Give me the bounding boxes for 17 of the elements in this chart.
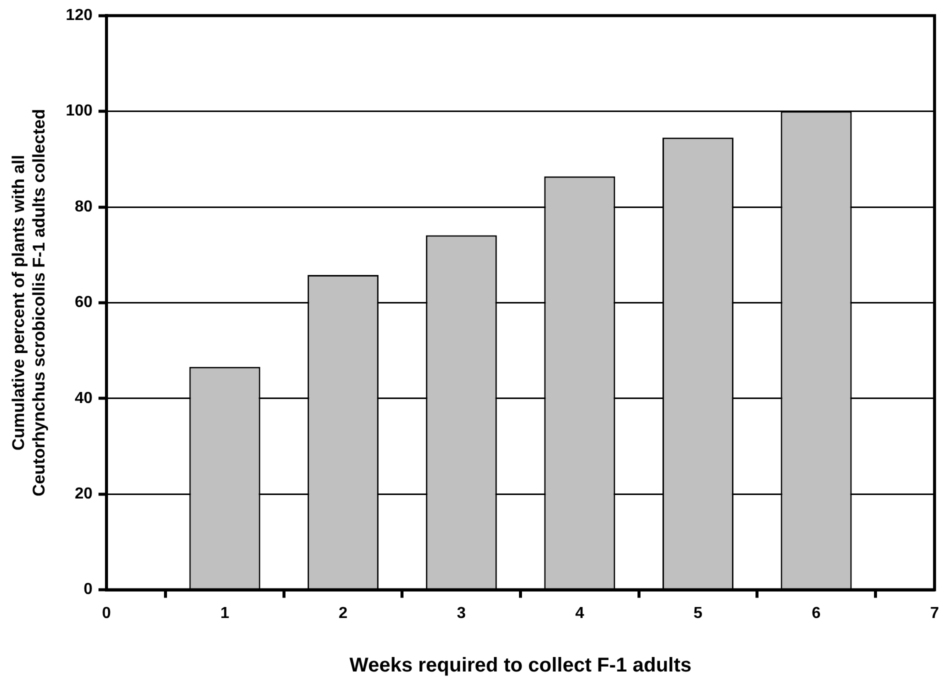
y-tick-label: 0 — [84, 581, 93, 598]
x-tick-label: 5 — [694, 604, 703, 622]
x-tick-label: 7 — [930, 604, 940, 622]
y-tick-label: 80 — [74, 198, 93, 216]
y-tick-label: 40 — [74, 390, 93, 407]
y-tick-label: 20 — [74, 486, 93, 503]
y-tick-label: 100 — [66, 102, 93, 120]
x-tick-label: 2 — [338, 604, 348, 622]
y-tick-label: 120 — [66, 7, 93, 24]
x-tick-label: 6 — [812, 604, 821, 622]
y-axis-title: Cumulative percent of plants with all Ceutorhynchus scrobicollis F-1 adults collected — [8, 109, 48, 496]
y-tick-label: 60 — [74, 294, 93, 312]
x-tick-label: 0 — [102, 604, 112, 622]
x-tick-label: 4 — [575, 604, 584, 622]
x-axis-title: Weeks required to collect F-1 adults — [350, 654, 692, 677]
x-tick-label: 1 — [220, 604, 230, 622]
x-tick-label: 3 — [456, 604, 466, 622]
